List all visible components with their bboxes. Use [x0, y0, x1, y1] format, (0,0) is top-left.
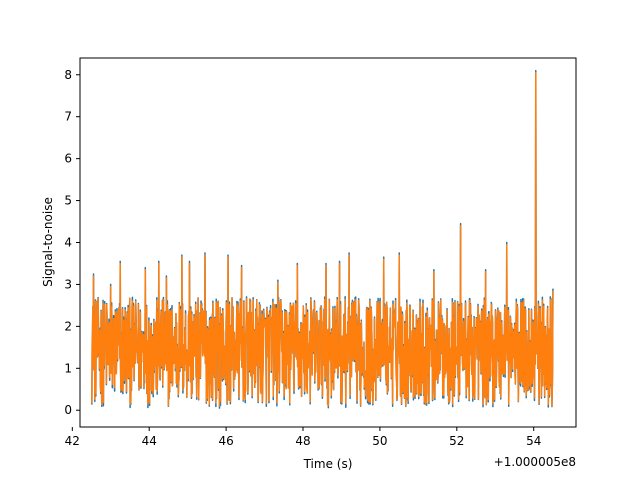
x-tick-label: 46	[218, 434, 233, 448]
x-tick-label: 48	[295, 434, 310, 448]
x-tick-label: 54	[526, 434, 541, 448]
x-axis-ticks: 42 44 46 48 50 52 54	[65, 427, 541, 448]
x-axis-offset-label: +1.000005e8	[494, 455, 576, 469]
y-axis-ticks: 0 1 2 3 4 5 6 7 8	[64, 68, 80, 417]
y-tick-label: 7	[64, 110, 72, 124]
y-tick-label: 3	[64, 277, 72, 291]
y-tick-label: 1	[64, 361, 72, 375]
y-tick-label: 0	[64, 403, 72, 417]
series-layer	[90, 69, 554, 409]
series-line-2	[90, 71, 554, 407]
y-tick-label: 4	[64, 236, 72, 250]
x-tick-label: 44	[142, 434, 157, 448]
y-tick-label: 8	[64, 68, 72, 82]
x-axis-label: Time (s)	[303, 457, 353, 471]
x-tick-label: 52	[449, 434, 464, 448]
x-tick-label: 42	[65, 434, 80, 448]
x-tick-label: 50	[372, 434, 387, 448]
y-tick-label: 6	[64, 152, 72, 166]
y-axis-label: Signal-to-noise	[41, 197, 55, 287]
y-tick-label: 2	[64, 319, 72, 333]
y-tick-label: 5	[64, 194, 72, 208]
